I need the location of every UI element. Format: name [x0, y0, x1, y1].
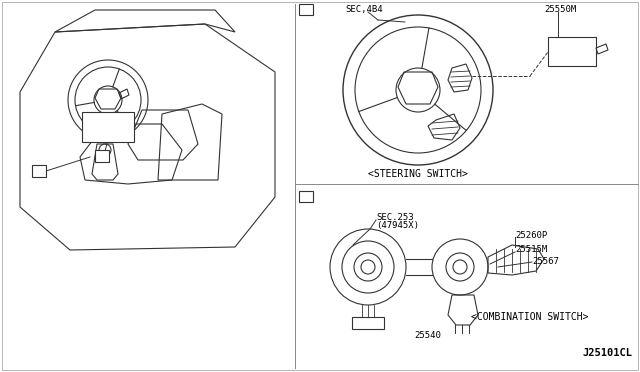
Text: A: A: [303, 5, 308, 14]
Text: <STEERING SWITCH>: <STEERING SWITCH>: [368, 169, 468, 179]
Text: 25515M: 25515M: [515, 246, 547, 254]
Bar: [548, 37, 596, 66]
Text: SEC.253: SEC.253: [376, 212, 413, 221]
Text: B: B: [303, 192, 308, 201]
Text: J25101CL: J25101CL: [582, 348, 632, 358]
Text: A: A: [99, 151, 105, 160]
Bar: [95, 150, 109, 162]
Text: (47945X): (47945X): [376, 221, 419, 230]
Text: 25260P: 25260P: [515, 231, 547, 240]
Text: 25540: 25540: [415, 330, 442, 340]
Bar: [299, 4, 313, 15]
Bar: [299, 191, 313, 202]
Text: B: B: [36, 167, 42, 176]
Text: 25567: 25567: [532, 257, 559, 266]
Text: SEC,4B4: SEC,4B4: [345, 4, 383, 13]
Bar: [82, 112, 134, 142]
Text: <COMBINATION SWITCH>: <COMBINATION SWITCH>: [471, 312, 589, 322]
Bar: [352, 317, 384, 329]
Text: 25550M: 25550M: [544, 4, 576, 13]
Bar: [32, 165, 46, 177]
